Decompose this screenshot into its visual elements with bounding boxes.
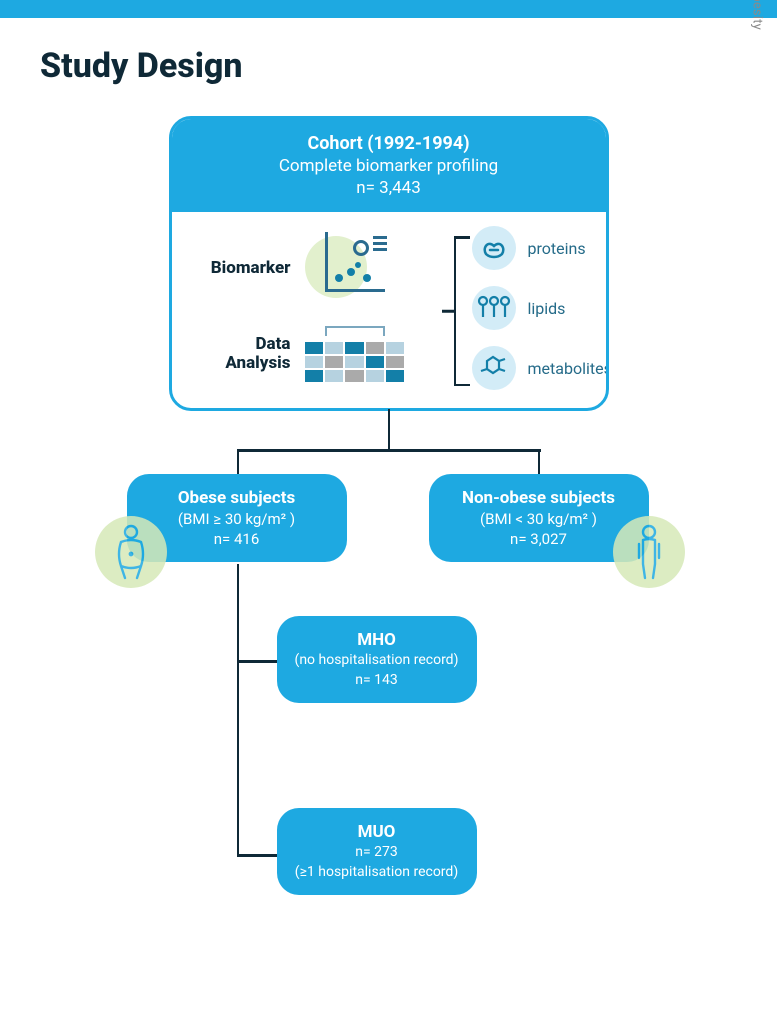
proteins-label: proteins xyxy=(528,239,586,258)
connector-line xyxy=(237,660,277,663)
connector-line xyxy=(237,449,240,475)
connector-line xyxy=(237,854,277,857)
type-proteins: proteins xyxy=(472,226,609,270)
biomarker-types-list: proteins lipids metabolites xyxy=(472,226,609,406)
lipids-label: lipids xyxy=(528,299,566,318)
obese-person-icon xyxy=(95,516,167,588)
type-lipids: lipids xyxy=(472,286,609,330)
nonobese-n: n= 3,027 xyxy=(441,530,637,548)
connector-line xyxy=(237,564,240,856)
top-accent-bar xyxy=(0,0,777,18)
lipids-icon xyxy=(472,286,516,330)
muo-subtitle: (≥1 hospitalisation record) xyxy=(293,864,461,882)
metabolites-icon xyxy=(472,346,516,390)
mho-box: MHO (no hospitalisation record) n= 143 xyxy=(277,616,477,703)
diagram-canvas: Cohort (1992-1994) Complete biomarker pr… xyxy=(109,116,669,996)
data-analysis-heatmap-icon xyxy=(305,326,405,382)
type-metabolites: metabolites xyxy=(472,346,609,390)
bracket-connector xyxy=(454,236,472,386)
connector-line xyxy=(237,449,541,452)
cohort-title: Cohort (1992-1994) xyxy=(182,133,596,154)
connector-line xyxy=(538,449,541,475)
page-title: Study Design xyxy=(40,46,777,86)
cohort-body: Biomarker Data Analysis xyxy=(172,212,606,408)
muo-n: n= 273 xyxy=(293,844,461,862)
muo-title: MUO xyxy=(293,822,461,842)
obese-criteria: (BMI ≥ 30 kg/m² ) xyxy=(139,510,335,528)
biomarker-label: Biomarker xyxy=(196,259,291,278)
cohort-subtitle: Complete biomarker profiling xyxy=(182,156,596,176)
mho-subtitle: (no hospitalisation record) xyxy=(293,652,461,670)
nonobese-title: Non-obese subjects xyxy=(441,488,637,508)
nonobese-criteria: (BMI < 30 kg/m² ) xyxy=(441,510,637,528)
cohort-n: n= 3,443 xyxy=(182,178,596,198)
mho-n: n= 143 xyxy=(293,672,461,690)
obese-n: n= 416 xyxy=(139,530,335,548)
proteins-icon xyxy=(472,226,516,270)
cohort-header: Cohort (1992-1994) Complete biomarker pr… xyxy=(172,119,606,212)
metabolites-label: metabolites xyxy=(528,359,609,378)
data-source-citation: Data source: Korduner et al., Hindawi Jo… xyxy=(750,0,765,30)
biomarker-scatter-icon xyxy=(305,232,391,304)
connector-line xyxy=(388,409,391,449)
data-analysis-label: Data Analysis xyxy=(196,335,291,372)
muo-box: MUO n= 273 (≥1 hospitalisation record) xyxy=(277,808,477,895)
mho-title: MHO xyxy=(293,630,461,650)
obese-title: Obese subjects xyxy=(139,488,335,508)
cohort-box: Cohort (1992-1994) Complete biomarker pr… xyxy=(169,116,609,411)
slim-person-icon xyxy=(613,516,685,588)
